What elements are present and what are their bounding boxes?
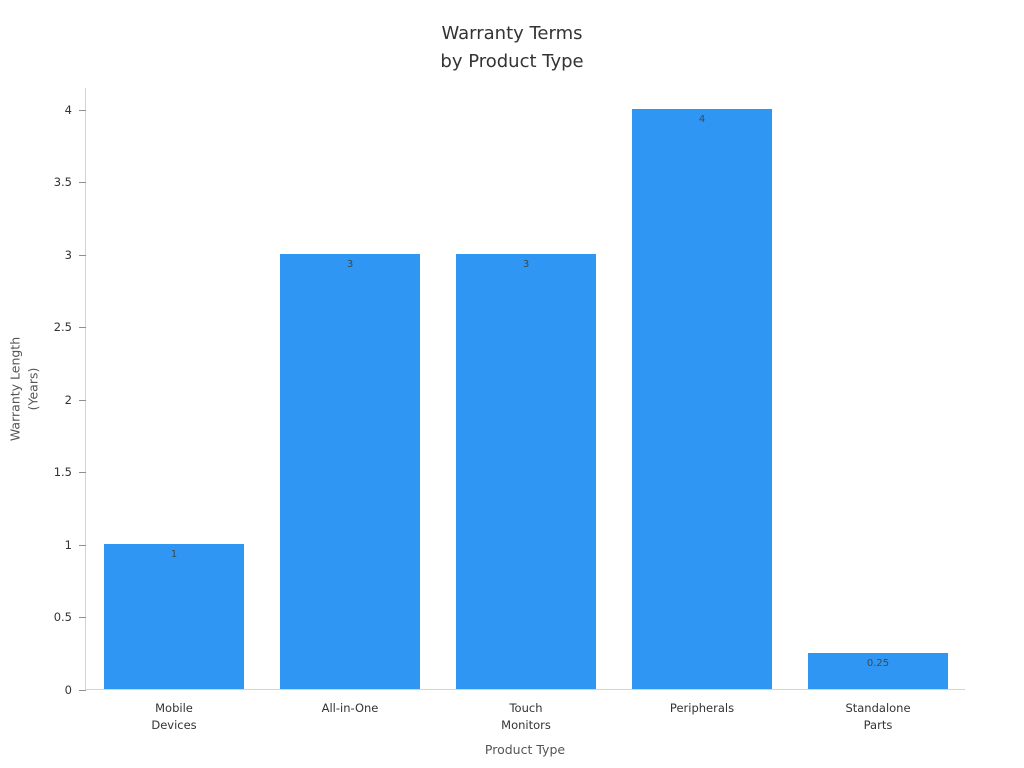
y-tick-label: 3: [64, 247, 72, 262]
y-axis-label: Warranty Length (Years): [7, 336, 41, 442]
bar: [807, 652, 949, 689]
y-tick-mark: [79, 472, 86, 474]
y-tick-label: 0: [64, 683, 72, 697]
bar: [279, 253, 421, 689]
bar-value-label: 4: [698, 113, 706, 125]
y-tick-mark: [79, 109, 86, 111]
y-tick-label: 0.5: [53, 610, 72, 625]
bar: [631, 108, 773, 689]
y-tick-mark: [79, 182, 86, 184]
x-axis-label: Product Type: [484, 742, 566, 757]
y-tick-mark: [79, 617, 86, 619]
y-tick-mark: [79, 544, 86, 546]
y-tick-label: 2.5: [53, 320, 72, 335]
x-tick-label: Standalone Parts: [845, 701, 911, 732]
chart-title: Warranty Terms by Product Type: [440, 23, 584, 72]
y-tick-mark: [79, 690, 86, 691]
x-tick-label: All-in-One: [321, 701, 379, 715]
y-tick-label: 1: [64, 537, 72, 552]
x-tick-label: Mobile Devices: [151, 701, 197, 732]
y-tick-label: 3.5: [53, 175, 72, 190]
y-tick-label: 2: [64, 392, 72, 407]
y-tick-mark: [79, 399, 86, 401]
bar: [455, 253, 597, 689]
y-tick-label: 4: [64, 102, 72, 117]
bar-value-label: 0.25: [866, 657, 890, 669]
y-tick-label: 1.5: [53, 465, 72, 480]
bar: [103, 543, 245, 689]
x-tick-label: Peripherals: [669, 701, 735, 715]
plot-area: 0 0.5 1 1.5 2 2.5 3 3.5 4 1 Mobile Devices 3 All-in-…: [54, 88, 965, 732]
x-tick-label: Touch Monitors: [501, 701, 551, 732]
bar-value-label: 1: [170, 548, 178, 560]
y-tick-mark: [79, 254, 86, 256]
bar-value-label: 3: [522, 258, 530, 270]
y-tick-mark: [79, 327, 86, 329]
bar-value-label: 3: [346, 258, 354, 270]
